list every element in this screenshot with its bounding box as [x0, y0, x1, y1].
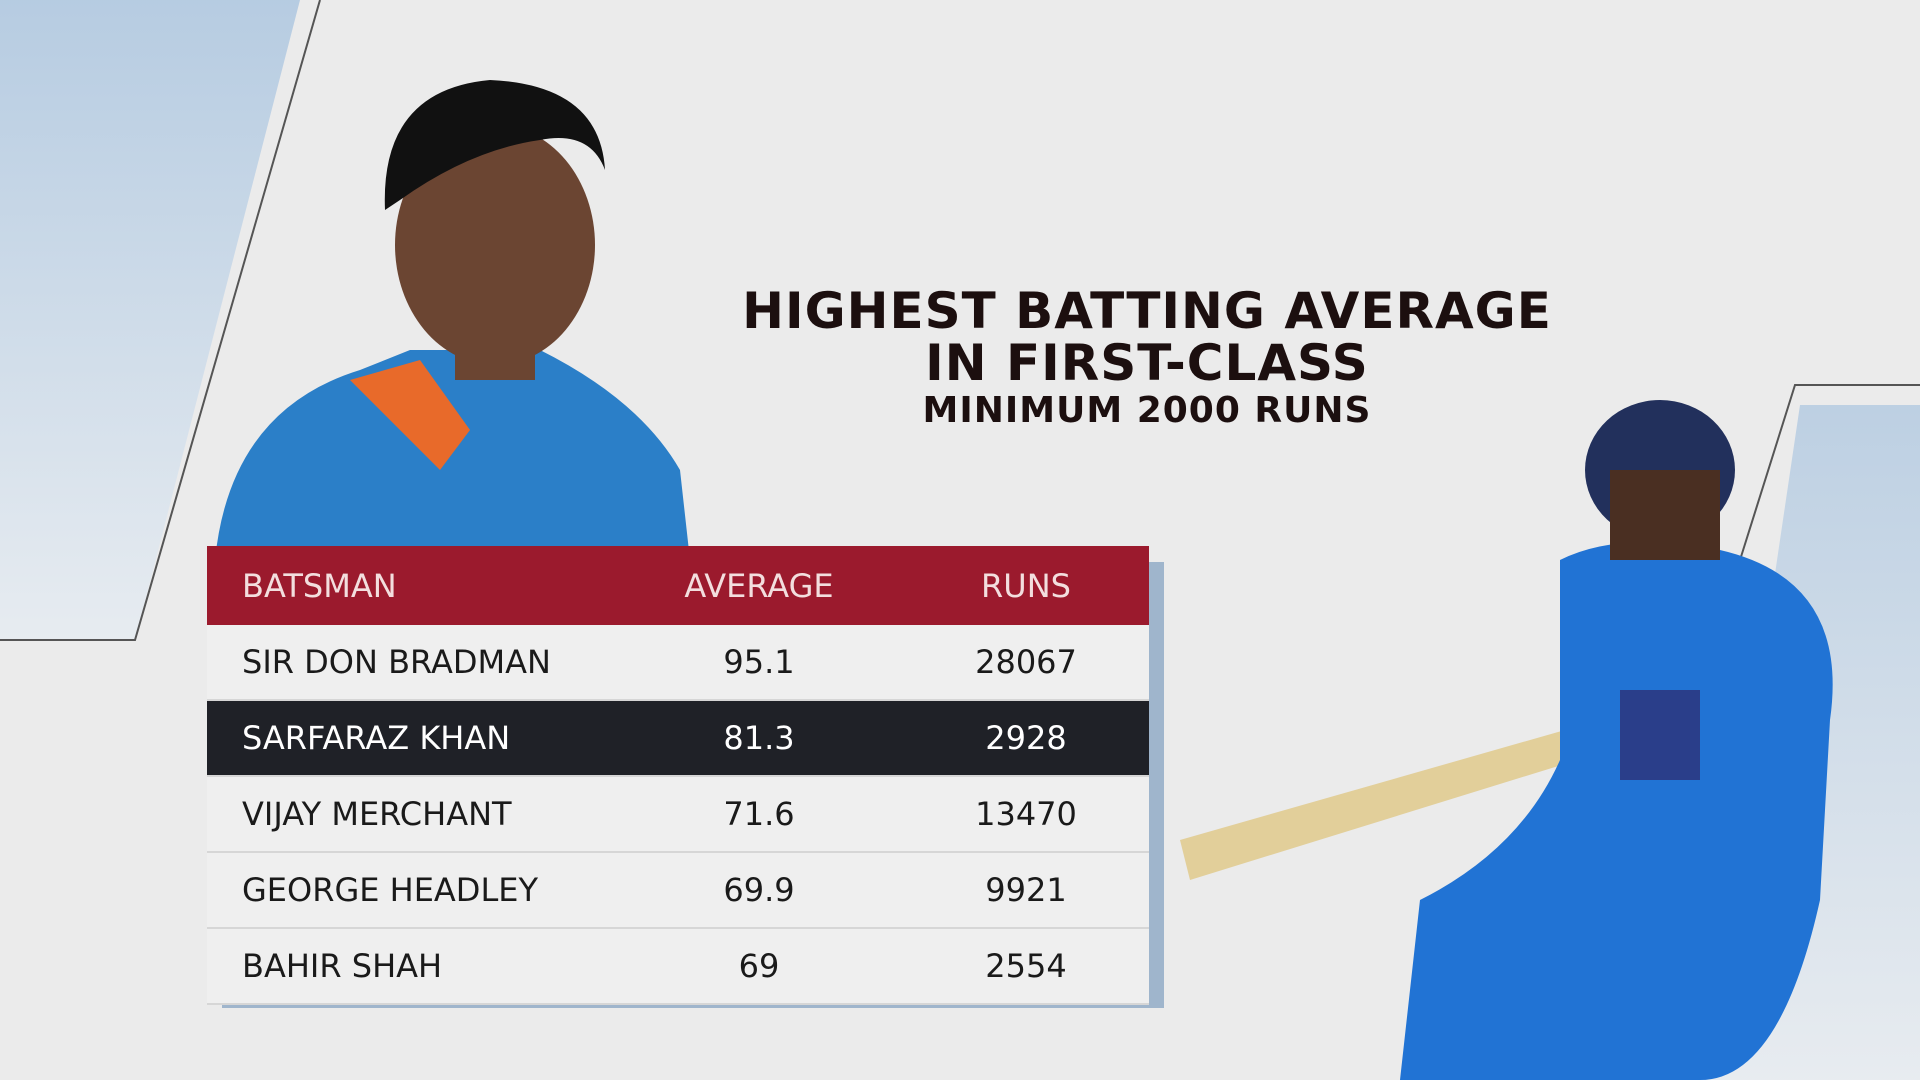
title: IN FIRST-CLASS — [925, 334, 1369, 392]
title: HIGHEST BATTING AVERAGE — [742, 282, 1552, 340]
column-header: RUNS — [981, 566, 1071, 605]
table-cell: 2928 — [985, 719, 1067, 757]
table-cell: SIR DON BRADMAN — [242, 643, 551, 681]
table-cell: 95.1 — [723, 643, 795, 681]
table-cell: 71.6 — [723, 795, 795, 833]
table-header: BATSMAN AVERAGE RUNS — [207, 546, 1149, 625]
table-cell: VIJAY MERCHANT — [242, 795, 512, 833]
table-cell: 28067 — [975, 643, 1077, 681]
table-row: GEORGE HEADLEY 69.9 9921 — [207, 853, 1149, 929]
table-row: SIR DON BRADMAN 95.1 28067 — [207, 625, 1149, 701]
table-row: VIJAY MERCHANT 71.6 13470 — [207, 777, 1149, 853]
table-row: BAHIR SHAH 69 2554 — [207, 929, 1149, 1005]
subtitle: MINIMUM 2000 RUNS — [922, 390, 1372, 431]
table-row: SARFARAZ KHAN 81.3 2928 — [207, 701, 1149, 777]
table-cell: 9921 — [985, 871, 1067, 909]
table: BATSMAN AVERAGE RUNS SIR DON BRADMAN 95.1… — [207, 546, 1149, 1005]
column-header: AVERAGE — [684, 566, 834, 605]
player-left — [215, 80, 690, 560]
table-cell: GEORGE HEADLEY — [242, 871, 539, 909]
table-cell: 69.9 — [723, 871, 795, 909]
table-cell: 2554 — [985, 947, 1067, 985]
table-cell: SARFARAZ KHAN — [242, 719, 511, 757]
player-right — [1180, 400, 1833, 1080]
table-cell: 13470 — [975, 795, 1077, 833]
table-cell: 69 — [738, 947, 780, 985]
table-cell: BAHIR SHAH — [242, 947, 443, 985]
column-header: BATSMAN — [242, 566, 397, 605]
table-cell: 81.3 — [723, 719, 795, 757]
